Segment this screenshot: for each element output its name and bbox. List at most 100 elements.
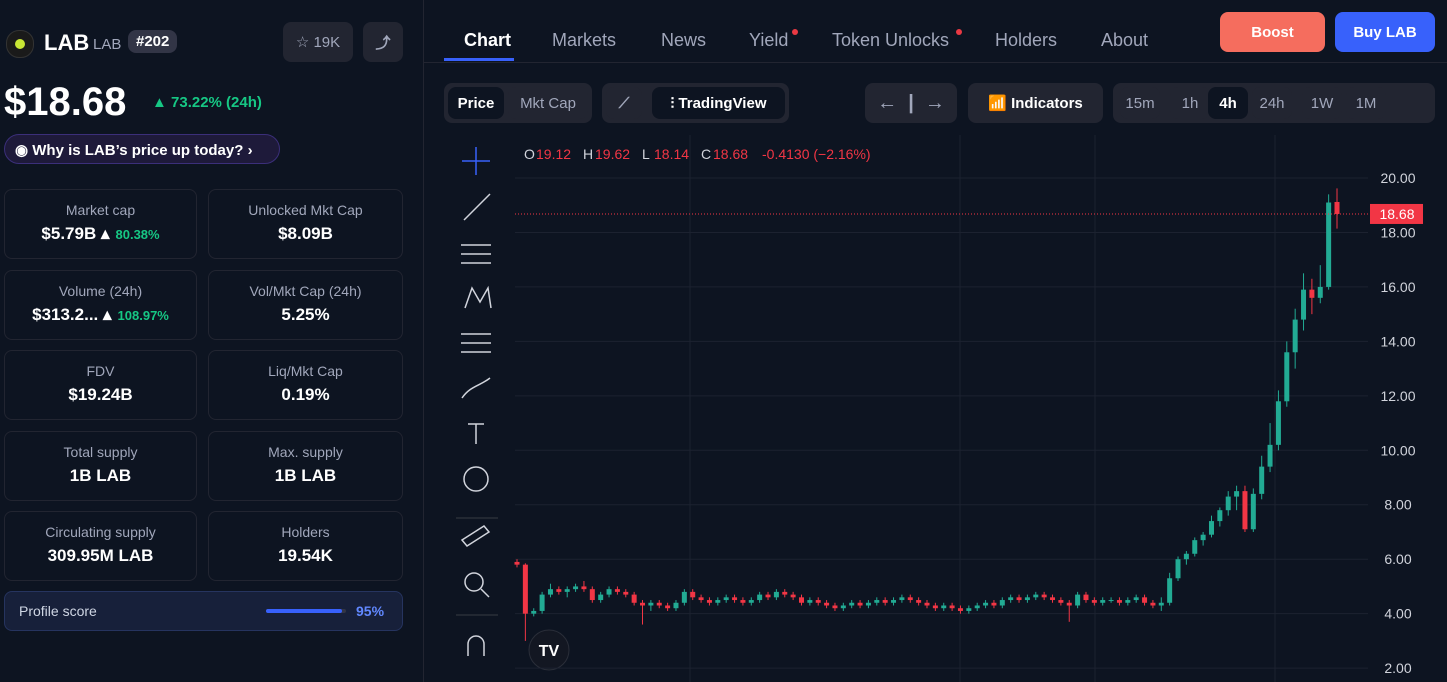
candle-body	[798, 597, 804, 603]
candle-body	[966, 608, 972, 611]
stat-change: 80.38%	[115, 227, 160, 242]
tab[interactable]: Markets	[552, 30, 617, 50]
candle-body	[916, 600, 922, 603]
candle-body	[983, 602, 989, 606]
candle-body	[598, 594, 604, 601]
mode-mktcap[interactable]: Mkt Cap	[508, 87, 588, 119]
tab[interactable]: About	[1101, 30, 1149, 50]
legend-key: H	[583, 146, 593, 162]
score-track	[266, 609, 346, 613]
indicators-button[interactable]: 📶 Indicators	[968, 83, 1103, 123]
legend-key: O	[524, 146, 535, 162]
stat-value-text: 5.25%	[281, 304, 330, 324]
interval[interactable]: 4h	[1208, 87, 1248, 119]
candle-body	[1292, 319, 1298, 353]
buy-button[interactable]: Buy LAB	[1335, 12, 1435, 52]
interval[interactable]: 24h	[1252, 87, 1292, 119]
stat-value-text: 19.54K	[278, 546, 333, 565]
tab[interactable]: Yield	[749, 30, 789, 50]
y-tick-label: 14.00	[1380, 333, 1415, 349]
stat-value-text: $313.2...	[32, 304, 99, 324]
candle-body	[1250, 493, 1256, 530]
boost-button[interactable]: Boost	[1220, 12, 1325, 52]
candle-body	[556, 589, 562, 592]
legend-key: C	[701, 146, 711, 162]
candle-body	[640, 602, 646, 606]
candle-body	[1225, 496, 1231, 511]
price-change-text: 73.22% (24h)	[171, 94, 262, 111]
candle-body	[606, 589, 612, 595]
candle-body	[874, 600, 880, 603]
candle-body	[740, 600, 746, 603]
tab[interactable]: News	[661, 30, 707, 50]
candle-body	[531, 610, 537, 614]
candle-body	[1267, 444, 1273, 467]
tv-logo-text: TV	[539, 643, 560, 660]
tab-dot	[792, 29, 798, 35]
share-button[interactable]: ⤴	[363, 22, 403, 62]
stat-label: Holders	[281, 524, 330, 540]
score-bar	[266, 609, 342, 613]
legend-value: 19.12	[536, 146, 571, 162]
candle-body	[547, 589, 553, 595]
y-tick-label: 12.00	[1380, 388, 1415, 404]
stat-value: $8.09B	[209, 224, 402, 244]
tab[interactable]: Token Unlocks	[832, 30, 950, 50]
interval[interactable]: 1M	[1346, 87, 1386, 119]
candle-body	[748, 600, 754, 603]
tab[interactable]: Chart	[464, 30, 512, 50]
candle-body	[665, 605, 671, 609]
candle-body	[824, 602, 830, 606]
last-price-label: 18.68	[1379, 206, 1414, 222]
candle-body	[857, 602, 863, 606]
candle-body	[1183, 553, 1189, 560]
price: $18.68	[4, 80, 127, 124]
stat-value-text: $5.79B	[41, 224, 97, 243]
tradingview-button[interactable]: ⫶ TradingView	[652, 87, 785, 119]
drawing-tools	[456, 147, 498, 656]
candle-body	[589, 589, 595, 601]
candle-body	[656, 602, 662, 606]
interval[interactable]: 15m	[1120, 87, 1160, 119]
last-price-box	[1370, 203, 1423, 224]
stat-value-text: 1B LAB	[69, 465, 132, 485]
candle-body	[723, 597, 729, 601]
candle-body	[815, 600, 821, 603]
candle-body	[1108, 600, 1114, 602]
tab[interactable]: Holders	[995, 30, 1058, 50]
stat-label: Max. supply	[268, 443, 343, 460]
stat-value-text: 0.19%	[281, 385, 330, 404]
watchlist-button[interactable]: ☆ 19K	[283, 22, 353, 62]
token-symbol: LAB	[93, 36, 122, 53]
candle-body	[1284, 352, 1290, 402]
candle-body	[1200, 534, 1206, 541]
interval[interactable]: 1W	[1302, 87, 1342, 119]
candle-body	[681, 591, 687, 603]
candle-body	[581, 586, 587, 590]
candle-body	[1033, 594, 1039, 598]
candle-body	[1100, 600, 1106, 603]
stat-label: Volume (24h)	[58, 282, 143, 299]
candle-body	[757, 594, 763, 601]
candle-body	[1175, 559, 1181, 579]
why-button[interactable]: ◉ Why is LAB’s price up today? ›	[4, 134, 280, 164]
y-tick-label: 20.00	[1380, 170, 1415, 186]
stat-card: Circulating supply 309.95M LAB	[4, 511, 197, 581]
candle-body	[1150, 602, 1156, 606]
line-style[interactable]: ⟋	[606, 87, 642, 119]
stat-value: 1B LAB	[5, 466, 196, 486]
mode-price[interactable]: Price	[448, 87, 504, 119]
stat-value: 19.54K	[209, 546, 402, 566]
interval[interactable]: 1h	[1170, 87, 1210, 119]
tv-logo	[528, 629, 570, 671]
candle-body	[1016, 597, 1022, 601]
stat-label: Liq/Mkt Cap	[268, 363, 343, 379]
candle-body	[514, 561, 520, 565]
legend-value: 19.62	[595, 146, 630, 162]
candle-body	[1259, 466, 1265, 494]
candle-body	[941, 605, 947, 609]
rank-badge: #202	[128, 30, 178, 53]
candle-body	[891, 600, 897, 603]
nav-arrows[interactable]: ← | →	[865, 83, 957, 123]
